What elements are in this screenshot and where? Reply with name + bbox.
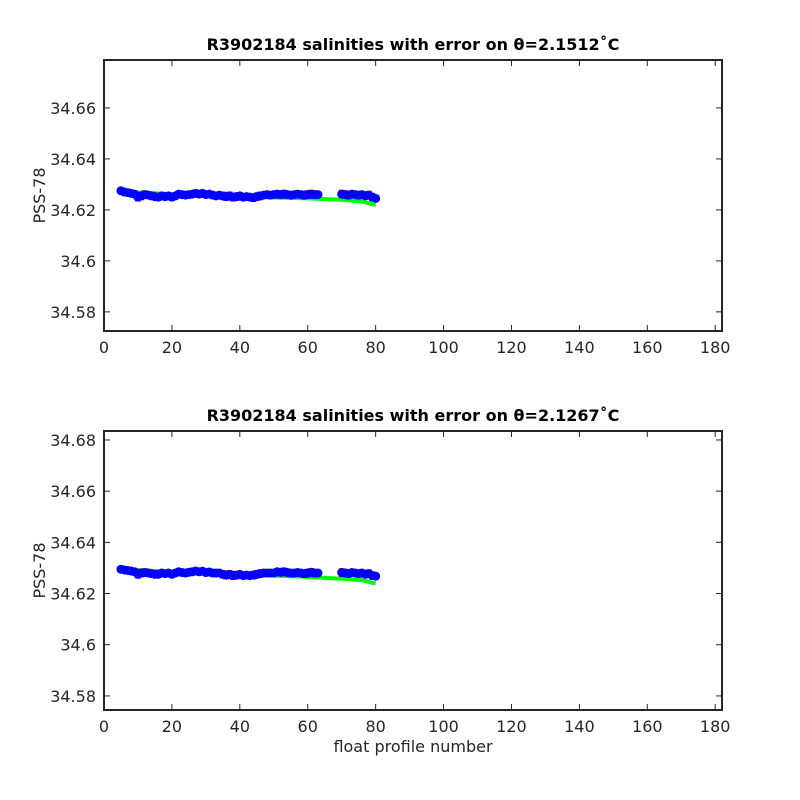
x-tick-label: 100 bbox=[428, 338, 459, 357]
y-tick-label: 34.6 bbox=[60, 636, 96, 655]
x-tick-label: 0 bbox=[99, 338, 109, 357]
x-tick-label: 60 bbox=[298, 338, 318, 357]
x-tick-label: 120 bbox=[496, 338, 527, 357]
x-tick-label: 20 bbox=[162, 338, 182, 357]
y-axis-label: PSS-78 bbox=[30, 542, 49, 598]
x-tick-label: 80 bbox=[365, 338, 385, 357]
x-tick-label: 160 bbox=[632, 717, 663, 736]
data-point bbox=[371, 571, 381, 581]
axes-box bbox=[103, 430, 723, 711]
y-tick-label: 34.66 bbox=[50, 99, 96, 118]
y-tick-label: 34.66 bbox=[50, 482, 96, 501]
y-axis-label: PSS-78 bbox=[30, 167, 49, 223]
x-tick-label: 180 bbox=[700, 338, 731, 357]
x-tick-label: 180 bbox=[700, 717, 731, 736]
y-tick-label: 34.64 bbox=[50, 533, 96, 552]
x-tick-label: 60 bbox=[298, 717, 318, 736]
x-tick-label: 40 bbox=[230, 717, 250, 736]
data-point bbox=[313, 190, 323, 200]
x-tick-label: 100 bbox=[428, 717, 459, 736]
data-point bbox=[313, 568, 323, 578]
x-tick-label: 20 bbox=[162, 717, 182, 736]
x-tick-label: 40 bbox=[230, 338, 250, 357]
x-tick-label: 160 bbox=[632, 338, 663, 357]
data-point bbox=[371, 193, 381, 203]
x-tick-label: 140 bbox=[564, 338, 595, 357]
y-tick-label: 34.68 bbox=[50, 431, 96, 450]
y-tick-label: 34.58 bbox=[50, 303, 96, 322]
y-tick-label: 34.62 bbox=[50, 585, 96, 604]
y-tick-label: 34.58 bbox=[50, 687, 96, 706]
x-axis-label: float profile number bbox=[333, 737, 493, 756]
chart-title: R3902184 salinities with error on θ=2.15… bbox=[207, 35, 620, 54]
y-tick-label: 34.64 bbox=[50, 150, 96, 169]
y-tick-label: 34.62 bbox=[50, 201, 96, 220]
x-tick-label: 80 bbox=[365, 717, 385, 736]
x-tick-label: 140 bbox=[564, 717, 595, 736]
axes-box bbox=[103, 59, 723, 332]
y-tick-label: 34.6 bbox=[60, 252, 96, 271]
chart-title: R3902184 salinities with error on θ=2.12… bbox=[207, 406, 620, 425]
x-tick-label: 120 bbox=[496, 717, 527, 736]
x-tick-label: 0 bbox=[99, 717, 109, 736]
